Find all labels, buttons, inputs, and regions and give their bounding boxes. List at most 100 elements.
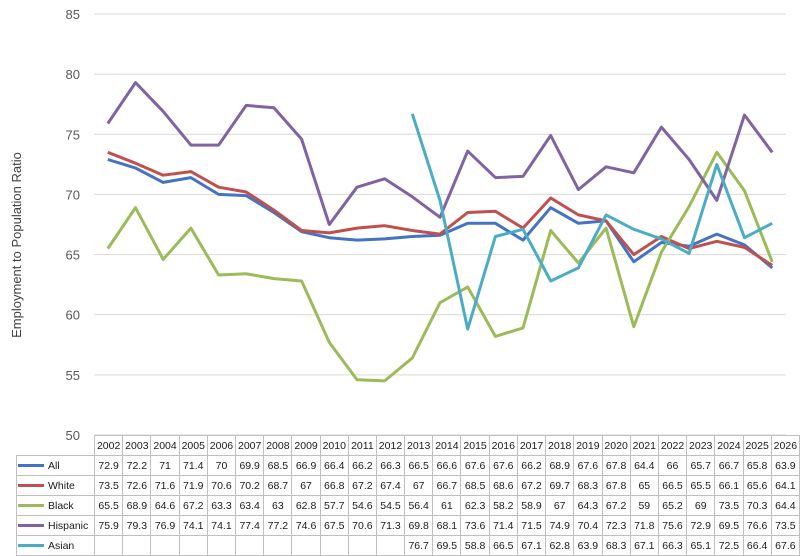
data-label-white-2005: 71.9 (178, 475, 208, 496)
series-label-asian: Asian (15, 535, 96, 556)
series-line-white (107, 150, 774, 267)
data-label-asian-2008 (263, 535, 293, 556)
series-line-hispanic (106, 81, 774, 226)
legend-key-all (18, 464, 44, 468)
data-label-black-2009: 62.8 (291, 495, 321, 516)
year-header-2018: 2018 (545, 435, 575, 456)
data-label-asian-2006 (206, 535, 237, 556)
data-label-black-2003: 68.9 (122, 495, 152, 516)
data-label-all-2015: 67.6 (460, 455, 490, 476)
data-label-asian-2019: 63.9 (573, 535, 603, 556)
data-label-asian-2011 (347, 535, 377, 556)
data-label-black-2011: 54.6 (347, 495, 377, 516)
data-label-all-2003: 72.2 (122, 455, 152, 476)
table-corner (16, 435, 96, 456)
data-label-white-2019: 68.3 (573, 475, 603, 496)
y-tick-label-85: 85 (66, 7, 80, 22)
series-name: All (48, 459, 60, 472)
year-header-2008: 2008 (263, 435, 293, 456)
data-label-white-2011: 67.2 (347, 475, 377, 496)
data-label-white-2025: 65.6 (742, 475, 772, 496)
data-label-white-2013: 67 (404, 475, 434, 496)
data-label-asian-2005 (178, 535, 208, 556)
table-row-white: White 73.5 72.6 71.6 71.9 70.6 70.2 68.7 67 66.8 6… (15, 475, 800, 496)
year-header-2007: 2007 (235, 435, 265, 456)
data-label-asian-2025: 66.4 (742, 535, 772, 556)
table-header-row: 2002 2003 2004 2005 2006 2007 2008 2009 2010 2011… (16, 435, 800, 456)
year-header-2024: 2024 (714, 435, 744, 456)
table-row-black: Black 65.5 68.9 64.6 67.2 63.3 63.4 63 62.8 57.7 5… (15, 495, 800, 516)
data-label-black-2016: 58.2 (488, 495, 518, 516)
data-label-hispanic-2026: 73.5 (770, 515, 800, 536)
year-header-2003: 2003 (122, 435, 152, 456)
legend-key-asian (18, 544, 44, 548)
table-row-hispanic: Hispanic 75.9 79.3 76.9 74.1 74.1 77.4 77.2 74.6… (15, 515, 800, 536)
data-label-black-2015: 62.3 (460, 495, 490, 516)
data-label-all-2002: 72.9 (94, 455, 124, 476)
data-label-asian-2007 (235, 535, 265, 556)
gridlines (94, 13, 786, 436)
data-label-black-2025: 70.3 (742, 495, 772, 516)
data-label-asian-2021: 67.1 (629, 535, 659, 556)
data-label-asian-2024: 72.5 (714, 535, 744, 556)
data-label-asian-2015: 58.8 (460, 535, 490, 556)
data-label-hispanic-2022: 75.6 (657, 515, 688, 536)
data-label-white-2010: 66.8 (319, 475, 349, 496)
data-label-white-2017: 67.2 (516, 475, 547, 496)
series-name: Asian (48, 539, 75, 552)
data-label-asian-2002 (94, 535, 124, 556)
data-label-asian-2004 (150, 535, 180, 556)
year-header-2015: 2015 (460, 435, 490, 456)
series-label-black: Black (15, 495, 96, 516)
data-label-hispanic-2017: 71.5 (516, 515, 547, 536)
year-header-2002: 2002 (94, 435, 124, 456)
data-label-asian-2013: 76.7 (404, 535, 434, 556)
y-axis-label: Employment to Population Ratio (9, 152, 24, 338)
data-label-all-2014: 66.6 (432, 455, 462, 476)
data-label-all-2020: 67.8 (601, 455, 631, 476)
data-label-all-2007: 69.9 (235, 455, 265, 476)
data-label-white-2003: 72.6 (122, 475, 152, 496)
year-header-2026: 2026 (770, 435, 800, 456)
data-label-white-2018: 69.7 (545, 475, 575, 496)
year-header-2011: 2011 (347, 435, 377, 456)
data-label-asian-2017: 67.1 (516, 535, 547, 556)
data-label-black-2019: 64.3 (573, 495, 603, 516)
series-label-hispanic: Hispanic (15, 515, 96, 536)
year-header-2006: 2006 (206, 435, 237, 456)
year-header-2020: 2020 (601, 435, 631, 456)
data-label-hispanic-2025: 76.6 (742, 515, 772, 536)
data-label-all-2011: 66.2 (347, 455, 377, 476)
year-header-2013: 2013 (404, 435, 434, 456)
data-label-black-2010: 57.7 (319, 495, 349, 516)
data-label-black-2006: 63.3 (206, 495, 237, 516)
data-label-black-2004: 64.6 (150, 495, 180, 516)
data-table: 2002 2003 2004 2005 2006 2007 2008 2009 2010 2011… (15, 435, 800, 556)
year-header-2010: 2010 (319, 435, 349, 456)
data-label-white-2022: 66.5 (657, 475, 688, 496)
y-tick-label-55: 55 (66, 368, 80, 383)
data-label-hispanic-2019: 70.4 (573, 515, 603, 536)
data-label-white-2012: 67.4 (375, 475, 406, 496)
data-label-hispanic-2006: 74.1 (206, 515, 237, 536)
data-label-all-2006: 70 (206, 455, 237, 476)
data-label-black-2014: 61 (432, 495, 462, 516)
series-line-asian (410, 113, 773, 331)
legend-key-hispanic (18, 524, 44, 528)
data-label-all-2010: 66.4 (319, 455, 349, 476)
data-label-hispanic-2005: 74.1 (178, 515, 208, 536)
year-header-2023: 2023 (686, 435, 716, 456)
data-label-all-2018: 68.9 (545, 455, 575, 476)
data-label-all-2023: 65.7 (686, 455, 716, 476)
data-label-hispanic-2023: 72.9 (686, 515, 716, 536)
data-label-black-2023: 69 (686, 495, 716, 516)
data-label-white-2006: 70.6 (206, 475, 237, 496)
data-label-black-2021: 59 (629, 495, 659, 516)
data-label-all-2008: 68.5 (263, 455, 293, 476)
data-label-black-2020: 67.2 (601, 495, 631, 516)
data-label-asian-2003 (122, 535, 152, 556)
y-tick-label-60: 60 (66, 308, 80, 323)
data-label-asian-2022: 66.3 (657, 535, 688, 556)
series-label-white: White (15, 475, 96, 496)
